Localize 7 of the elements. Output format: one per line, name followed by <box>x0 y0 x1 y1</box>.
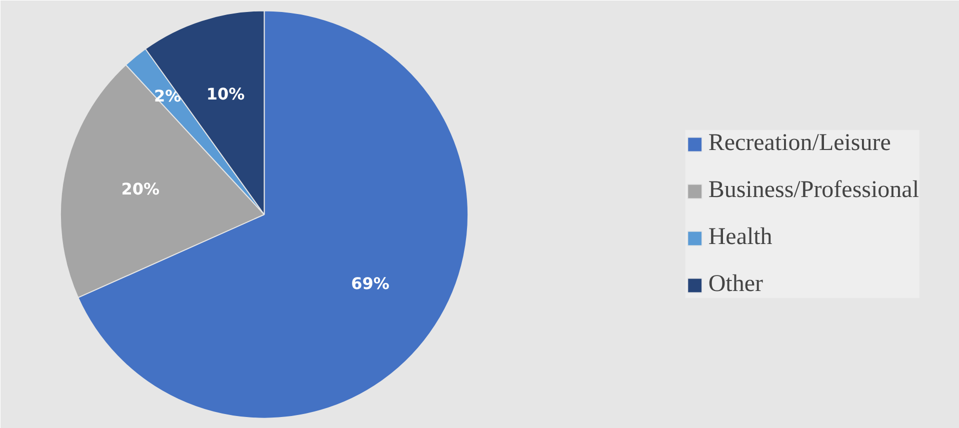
legend-label: Health <box>708 224 772 251</box>
legend-label: Recreation/Leisure <box>708 130 891 157</box>
legend-label: Other <box>708 271 763 298</box>
legend-label: Business/Professional <box>708 177 919 204</box>
data-label: 20% <box>121 180 160 199</box>
data-label: 10% <box>206 84 245 104</box>
data-label: 69% <box>351 274 390 293</box>
